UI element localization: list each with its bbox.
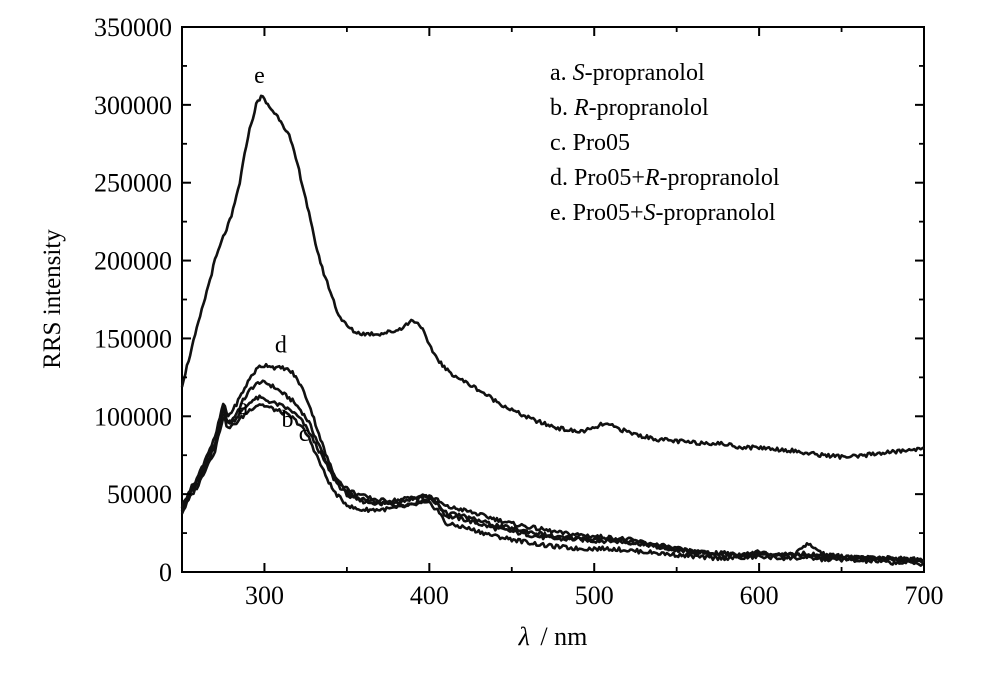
legend-entry-prefix: a. [550, 60, 573, 86]
legend-entry-italic: S [573, 60, 585, 86]
x-tick-label: 300 [245, 581, 284, 610]
curve-label-e: e [254, 63, 265, 89]
legend-entry-italic: R [644, 165, 660, 191]
series-line-b [180, 394, 925, 563]
series-line-c [180, 403, 924, 567]
y-tick-label: 50000 [107, 480, 172, 509]
y-tick-label: 150000 [94, 324, 172, 353]
legend-entry-italic: S [644, 200, 656, 226]
y-axis-label: RRS intensity [39, 229, 66, 369]
legend-entry-italic: R [573, 95, 589, 121]
series-layer [180, 94, 925, 567]
series-line-d [180, 362, 925, 564]
curve-label-layer: a bc d e [238, 63, 310, 447]
legend-entry-prefix: c. Pro05 [550, 130, 630, 156]
series-line-e [180, 94, 925, 460]
curve-label-d: d [275, 332, 287, 358]
legend-entry-a: a. S-propranolol [550, 60, 705, 86]
curve-label-a: a [238, 395, 249, 421]
legend-entry-prefix: b. [550, 95, 574, 121]
curve-label-c: c [299, 421, 310, 447]
legend-entry-e: e. Pro05+S-propranolol [550, 200, 776, 226]
legend-entry-prefix: e. Pro05+ [550, 200, 644, 226]
y-tick-label: 350000 [94, 13, 172, 42]
legend-entry-suffix: -propranolol [585, 60, 705, 86]
legend-entry-suffix: -propranolol [589, 95, 709, 121]
x-tick-label: 500 [575, 581, 614, 610]
y-tick-label: 250000 [94, 169, 172, 198]
legend-entry-prefix: d. Pro05+ [550, 165, 645, 191]
legend-entry-b: b. R-propranolol [550, 95, 709, 121]
legend-entry-suffix: -propranolol [660, 165, 780, 191]
y-tick-label: 0 [159, 558, 172, 587]
curve-label-b: b [282, 407, 294, 433]
x-tick-label: 400 [410, 581, 449, 610]
x-tick-label: 600 [740, 581, 779, 610]
legend-entry-d: d. Pro05+R-propranolol [550, 165, 780, 191]
x-axis-unit: / nm [540, 622, 587, 651]
y-tick-label: 300000 [94, 91, 172, 120]
x-axis-variable: λ [518, 622, 530, 651]
x-tick-label: 700 [905, 581, 944, 610]
y-tick-label: 100000 [94, 402, 172, 431]
legend-entry-suffix: -propranolol [656, 200, 776, 226]
tick-layer: 300 400 500 600 700 0 50000 100000 150000 200000 2… [94, 13, 944, 610]
x-axis-label: λ / nm [518, 622, 588, 651]
y-tick-label: 200000 [94, 247, 172, 276]
legend-entry-c: c. Pro05 [550, 130, 630, 156]
